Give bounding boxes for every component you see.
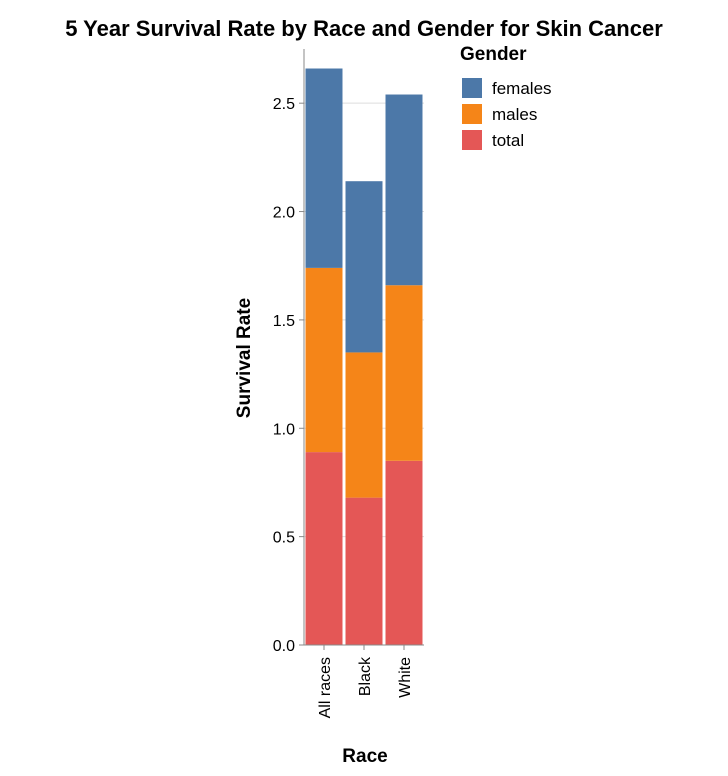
y-tick-label: 0.5	[273, 530, 295, 547]
legend-swatch-females	[462, 78, 482, 98]
x-tick-label: White	[397, 657, 414, 698]
bars	[306, 69, 423, 645]
legend-label-total: total	[492, 131, 524, 150]
legend-title: Gender	[460, 44, 527, 65]
bar-total-all-races	[306, 452, 343, 645]
y-axis-title: Survival Rate	[234, 298, 255, 418]
x-tick-label: All races	[317, 657, 334, 718]
y-tick-label: 0.0	[273, 638, 295, 655]
legend-swatch-total	[462, 130, 482, 150]
bar-males-white	[386, 285, 423, 461]
chart-title: 5 Year Survival Rate by Race and Gender …	[65, 16, 663, 41]
legend-swatch-males	[462, 104, 482, 124]
x-tick-label: Black	[357, 656, 374, 696]
bar-total-black	[346, 498, 383, 645]
y-tick-label: 1.0	[273, 421, 295, 438]
bar-females-white	[386, 95, 423, 286]
legend-items: females males total	[462, 78, 552, 150]
y-tick-label: 2.0	[273, 205, 295, 222]
bar-total-white	[386, 461, 423, 645]
x-axis-title: Race	[342, 746, 387, 767]
legend: Gender females males total	[460, 44, 552, 150]
bar-males-black	[346, 352, 383, 497]
y-tick-label: 1.5	[273, 313, 295, 330]
legend-label-females: females	[492, 79, 552, 98]
legend-label-males: males	[492, 105, 537, 124]
bar-females-all-races	[306, 69, 343, 268]
bar-females-black	[346, 181, 383, 352]
bar-males-all-races	[306, 268, 343, 452]
y-tick-label: 2.5	[273, 96, 295, 113]
